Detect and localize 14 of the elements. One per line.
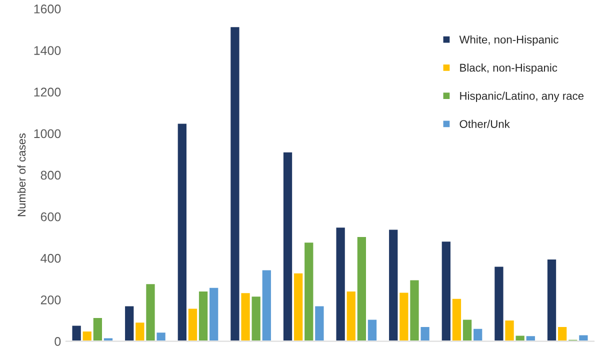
y-axis-title: Number of cases: [17, 133, 26, 216]
legend-label: Black, non-Hispanic: [460, 64, 558, 74]
legend-label: Other/Unk: [460, 120, 510, 128]
y-tick-label: 1600: [34, 4, 61, 14]
y-tick-label: 1000: [34, 129, 61, 138]
legend-label: White, non-Hispanic: [459, 35, 558, 46]
legend-label: Hispanic/Latino, any race: [460, 92, 584, 102]
y-tick-label: 200: [40, 295, 61, 304]
y-tick-label: 1400: [34, 46, 61, 55]
y-tick-label: 400: [40, 254, 61, 263]
y-tick-label: 600: [40, 212, 61, 222]
y-tick-label: 800: [40, 170, 61, 180]
y-tick-label: 1200: [34, 88, 61, 97]
y-tick-label: 0: [54, 337, 61, 346]
